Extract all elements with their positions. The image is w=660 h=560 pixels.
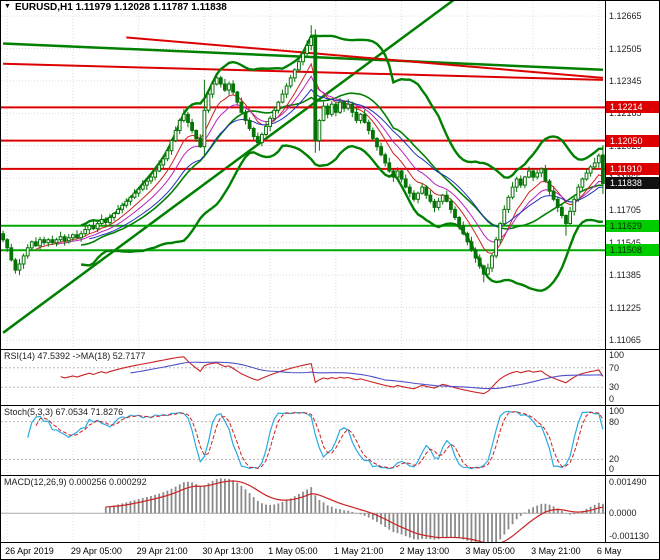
stoch-axis-label: 0 [609,464,615,474]
rsi-axis-label: 100 [609,350,625,360]
chart-title: EURUSD,H1 1.11979 1.12028 1.11787 1.1183… [15,2,227,13]
time-axis-label: 29 Apr 05:00 [70,546,122,556]
macd-label: MACD(12,26,9) 0.000256 0.000292 [4,477,147,487]
macd-axis-label-top: 0.001490 [609,477,647,487]
price-axis-label: 1.12345 [609,75,642,86]
time-axis-label: 1 May 21:00 [333,546,384,556]
level-lines-layer[interactable] [1,106,605,252]
time-axis-label: 30 Apr 13:00 [202,546,254,556]
time-axis-label: 6 May [596,546,622,556]
time-axis-label: 3 May 05:00 [465,546,515,556]
trendlines-layer[interactable] [2,1,604,334]
rsi-ma-line [130,361,603,390]
main-chart-canvas[interactable] [1,1,605,349]
time-axis-label: 29 Apr 21:00 [136,546,188,556]
macd-axis-label-zero: 0.0000 [609,508,637,519]
stochastic-canvas[interactable] [1,406,605,475]
indicator-lines-layer [35,34,604,292]
rsi-grid [1,350,605,405]
macd-axis-label-bottom: -0.001130 [609,531,649,541]
rsi-panel[interactable]: RSI(14) 47.5392 ->MA(18) 52.7177 100 70 30… [1,350,659,406]
time-axis: 26 Apr 2019 29 Apr 05:00 29 Apr 21:00 30 Ap… [1,543,659,559]
candles-layer[interactable] [1,25,605,283]
stoch-k-line [27,410,604,470]
chart-menu-icon[interactable]: ▼ [4,3,11,10]
price-level-badge-current-price: 1.11838 [606,177,659,190]
stoch-d-line [35,411,604,469]
price-level-badge-resistance: 1.11910 [606,162,659,175]
stochastic-label: Stoch(5,3,3) 67.0534 71.8276 [4,407,124,417]
ema-21 [89,88,603,240]
rsi-label: RSI(14) 47.5392 ->MA(18) 52.7177 [4,351,146,361]
rsi-axis-label: 30 [609,382,620,393]
ema-13 [56,75,603,245]
rsi-line [60,356,604,395]
bollinger-lower-band [80,144,603,292]
price-level-badge-support: 1.11629 [606,219,659,232]
price-axis-separator [605,1,606,543]
price-level-badge-resistance: 1.12214 [606,101,659,114]
price-axis-label: 1.12505 [609,43,642,54]
stochastic-panel[interactable]: Stoch(5,3,3) 67.0534 71.8276 100 80 20 0 [1,406,659,476]
price-axis-label: 1.11225 [609,302,641,313]
price-axis-label: 1.11705 [609,205,641,216]
time-axis-label: 3 May 21:00 [531,546,581,556]
price-axis-label: 1.11385 [609,270,641,281]
macd-signal-layer [105,480,604,542]
bollinger-middle-band [81,92,603,246]
bollinger-upper-band [80,34,603,227]
macd-canvas[interactable] [1,476,605,542]
price-axis-label: 1.12665 [609,11,642,22]
time-axis-label: 2 May 13:00 [399,546,450,556]
main-chart-panel[interactable]: ▼ EURUSD,H1 1.11979 1.12028 1.11787 1.11… [1,1,659,350]
price-axis-label: 1.11545 [609,237,641,248]
rsi-axis-label: 70 [609,362,620,373]
price-level-badge-resistance: 1.12050 [606,134,659,147]
stoch-axis-label: 20 [609,454,620,465]
macd-histogram [104,478,604,542]
rsi-axis-label: 0 [609,394,615,404]
time-axis-label: 26 Apr 2019 [5,546,54,556]
time-axis-label: 1 May 05:00 [268,546,318,556]
price-axis-label: 1.11065 [609,334,641,345]
stoch-axis-label: 100 [609,406,625,416]
price-level-badge-support: 1.11508 [606,244,659,257]
macd-panel[interactable]: MACD(12,26,9) 0.000256 0.000292 0.001490… [1,476,659,543]
stoch-axis-label: 80 [609,416,620,427]
macd-signal-line [105,480,604,542]
rsi-canvas[interactable] [1,350,605,405]
